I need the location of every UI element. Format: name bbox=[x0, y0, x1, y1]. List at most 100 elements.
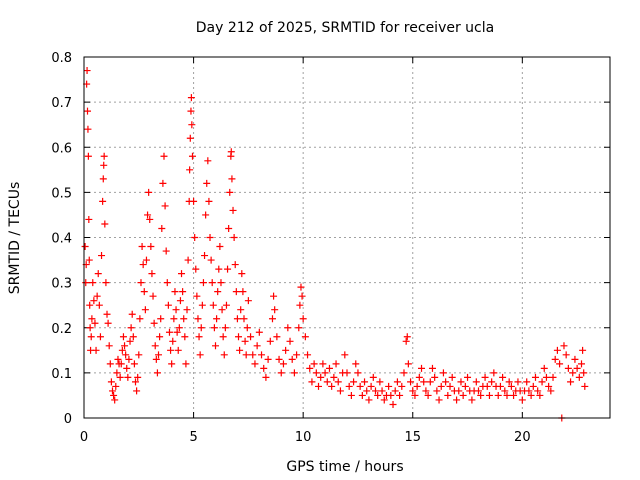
data-point bbox=[207, 256, 215, 264]
data-point bbox=[290, 369, 298, 377]
data-point bbox=[168, 360, 176, 368]
data-point bbox=[310, 360, 318, 368]
data-point bbox=[334, 378, 342, 386]
data-point bbox=[108, 387, 116, 395]
data-point bbox=[422, 387, 430, 395]
data-point bbox=[111, 396, 119, 404]
data-point bbox=[192, 265, 200, 273]
data-point bbox=[389, 400, 397, 408]
data-point bbox=[163, 279, 171, 287]
data-point bbox=[433, 387, 441, 395]
x-axis-title: GPS time / hours bbox=[286, 459, 403, 475]
data-point bbox=[225, 224, 233, 232]
data-point bbox=[560, 342, 568, 350]
data-point bbox=[198, 301, 206, 309]
data-point bbox=[428, 364, 436, 372]
data-point bbox=[547, 387, 555, 395]
data-point bbox=[103, 310, 111, 318]
data-point bbox=[242, 351, 250, 359]
data-point bbox=[136, 315, 144, 323]
data-point bbox=[212, 342, 219, 350]
data-point bbox=[141, 306, 149, 314]
data-point bbox=[106, 360, 114, 368]
data-point bbox=[490, 369, 498, 377]
data-point bbox=[99, 197, 107, 205]
data-point bbox=[164, 301, 172, 309]
data-point bbox=[328, 382, 336, 390]
data-point bbox=[133, 387, 141, 395]
data-point bbox=[258, 351, 266, 359]
data-point bbox=[132, 378, 140, 386]
data-point bbox=[89, 279, 97, 287]
data-point bbox=[146, 215, 154, 223]
data-point bbox=[503, 391, 511, 399]
data-point bbox=[152, 355, 160, 363]
data-point bbox=[457, 378, 465, 386]
data-point bbox=[323, 378, 331, 386]
data-point bbox=[101, 220, 109, 228]
data-point bbox=[91, 319, 99, 327]
data-point bbox=[562, 351, 570, 359]
data-point bbox=[153, 369, 161, 377]
data-point bbox=[345, 382, 353, 390]
x-tick-label: 5 bbox=[189, 430, 197, 445]
data-point bbox=[122, 351, 130, 359]
data-point bbox=[138, 243, 146, 251]
data-point bbox=[420, 378, 428, 386]
data-point bbox=[556, 360, 564, 368]
data-point bbox=[110, 391, 118, 399]
data-point bbox=[96, 333, 104, 341]
data-point bbox=[216, 243, 224, 251]
data-point bbox=[169, 337, 177, 345]
data-point bbox=[288, 355, 296, 363]
data-point bbox=[113, 369, 121, 377]
data-point bbox=[266, 337, 274, 345]
data-point bbox=[264, 355, 272, 363]
data-point bbox=[481, 373, 489, 381]
data-point bbox=[187, 94, 195, 102]
data-point bbox=[239, 288, 247, 296]
data-point bbox=[575, 373, 583, 381]
data-point bbox=[538, 378, 546, 386]
data-point bbox=[170, 315, 178, 323]
data-point bbox=[330, 373, 338, 381]
data-point bbox=[483, 382, 491, 390]
data-point bbox=[332, 360, 340, 368]
data-point bbox=[578, 360, 586, 368]
data-point bbox=[282, 346, 290, 354]
data-point bbox=[219, 333, 227, 341]
data-point bbox=[92, 346, 100, 354]
data-point bbox=[404, 360, 412, 368]
data-point bbox=[437, 382, 445, 390]
data-point bbox=[409, 387, 417, 395]
data-point bbox=[277, 369, 285, 377]
data-point bbox=[518, 396, 526, 404]
data-point bbox=[179, 288, 187, 296]
data-point bbox=[119, 333, 127, 341]
data-point bbox=[361, 378, 369, 386]
data-point bbox=[468, 396, 476, 404]
data-point bbox=[262, 373, 270, 381]
data-point bbox=[86, 301, 94, 309]
data-point bbox=[151, 342, 159, 350]
y-tick-label: 0.3 bbox=[51, 277, 72, 292]
data-point bbox=[190, 197, 198, 205]
data-point bbox=[210, 324, 218, 332]
data-point bbox=[112, 382, 120, 390]
data-point bbox=[286, 337, 294, 345]
data-point bbox=[400, 369, 408, 377]
data-point bbox=[312, 369, 320, 377]
data-point bbox=[385, 382, 393, 390]
data-point bbox=[202, 211, 210, 219]
data-point bbox=[206, 234, 214, 241]
data-point bbox=[380, 396, 388, 404]
data-point bbox=[387, 391, 395, 399]
data-point bbox=[130, 360, 138, 368]
data-point bbox=[231, 261, 239, 269]
data-point bbox=[415, 373, 423, 381]
tick-layer: 0 0.1 0.2 0.3 0.4 0.5 0.6 0.7 0.8 0 5 10 15 20 bbox=[51, 51, 610, 445]
data-point bbox=[464, 373, 472, 381]
data-point bbox=[126, 337, 134, 345]
data-point bbox=[204, 157, 212, 165]
data-point bbox=[195, 333, 203, 341]
